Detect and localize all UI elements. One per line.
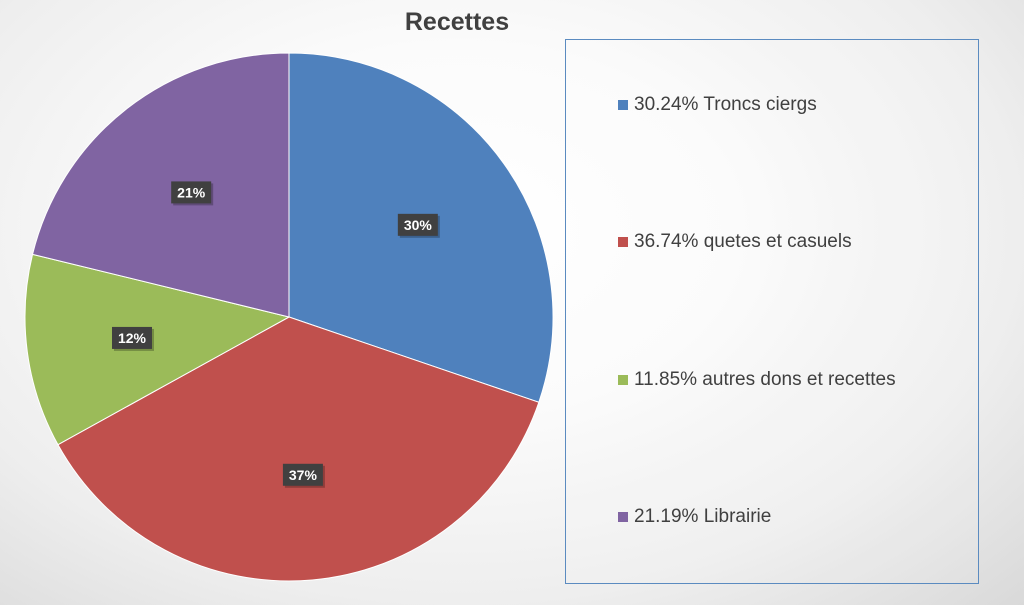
data-label-value: 21% — [177, 184, 206, 200]
data-label-value: 30% — [404, 217, 433, 233]
legend: 30.24% Troncs ciergs 36.74% quetes et ca… — [565, 39, 979, 584]
legend-swatch — [618, 512, 628, 522]
legend-label: 36.74% quetes et casuels — [634, 231, 852, 252]
data-label-box — [397, 213, 438, 236]
legend-item-troncs-ciergs: 30.24% Troncs ciergs — [618, 94, 817, 116]
data-label-value: 37% — [289, 467, 318, 483]
pie-slice-quetes-et-casuels — [57, 316, 540, 582]
legend-item-quetes-et-casuels: 36.74% quetes et casuels — [618, 231, 852, 253]
legend-item-librairie: 21.19% Librairie — [618, 506, 771, 528]
data-label-autres-dons-et-recettes: 12% — [111, 326, 154, 351]
data-label-value: 12% — [118, 330, 147, 346]
data-label-box — [171, 181, 212, 204]
pie-slice-autres-dons-et-recettes — [24, 253, 291, 446]
pie-slice-librairie — [31, 52, 290, 318]
legend-swatch — [618, 237, 628, 247]
legend-label: 21.19% Librairie — [634, 506, 772, 527]
data-label-box — [282, 463, 323, 486]
legend-label: 30.24% Troncs ciergs — [634, 94, 817, 115]
legend-item-autres-dons-et-recettes: 11.85% autres dons et recettes — [618, 369, 896, 391]
legend-swatch — [618, 375, 628, 385]
data-label-troncs-ciergs: 30% — [397, 213, 440, 238]
legend-label: 11.85% autres dons et recettes — [634, 369, 896, 390]
data-label-box — [111, 326, 152, 349]
data-label-quetes-et-casuels: 37% — [282, 463, 325, 488]
legend-swatch — [618, 100, 628, 110]
chart-title: Recettes — [404, 8, 510, 36]
data-label-librairie: 21% — [171, 181, 214, 206]
